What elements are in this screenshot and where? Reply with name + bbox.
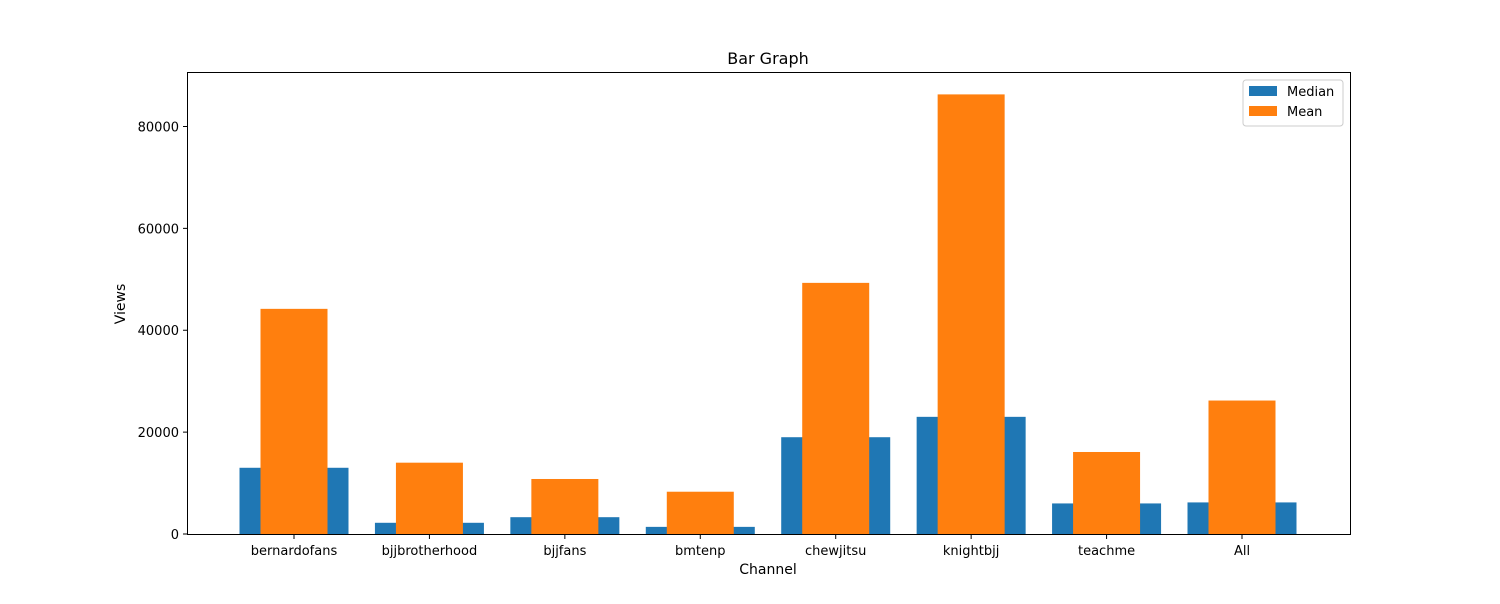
bar-mean-all — [1208, 400, 1276, 534]
x-tick-label: bernardofans — [251, 544, 338, 559]
legend-label-mean: Mean — [1287, 105, 1322, 120]
bars-layer — [239, 94, 1297, 535]
x-tick-label: bjjbrotherhood — [382, 544, 478, 559]
bar-mean-bjjfans — [531, 478, 599, 534]
legend: Median Mean — [1242, 79, 1344, 127]
x-tick-label: bmtenp — [675, 544, 726, 559]
y-tick-label: 20000 — [138, 426, 179, 441]
legend-swatch-median — [1249, 86, 1277, 96]
legend-label-median: Median — [1287, 85, 1334, 100]
y-tick-label: 60000 — [138, 222, 179, 237]
y-axis-ticks: 0 20000 40000 60000 80000 — [138, 120, 188, 543]
bar-mean-chewjitsu — [802, 282, 870, 534]
y-tick-label: 40000 — [138, 324, 179, 339]
bar-mean-bmtenp — [666, 491, 734, 534]
legend-swatch-mean — [1249, 106, 1277, 116]
x-axis-ticks: bernardofans bjjbrotherhood bjjfans bmtenp c… — [251, 534, 1250, 559]
x-tick-label: chewjitsu — [805, 544, 866, 559]
x-tick-label: All — [1234, 544, 1250, 559]
y-axis-label: Views — [113, 284, 129, 325]
y-tick-label: 80000 — [138, 120, 179, 135]
bar-mean-teachme — [1073, 451, 1141, 534]
x-tick-label: teachme — [1078, 544, 1135, 559]
bar-mean-bernardofans — [260, 308, 328, 534]
plot-area-frame — [187, 72, 1351, 535]
x-tick-label: knightbjj — [943, 544, 999, 559]
bar-mean-knightbjj — [937, 94, 1005, 535]
x-tick-label: bjjfans — [543, 544, 586, 559]
y-tick-label: 0 — [171, 528, 179, 543]
bar-mean-bjjbrotherhood — [395, 462, 463, 534]
x-axis-label: Channel — [739, 562, 796, 578]
chart-title: Bar Graph — [727, 49, 809, 68]
